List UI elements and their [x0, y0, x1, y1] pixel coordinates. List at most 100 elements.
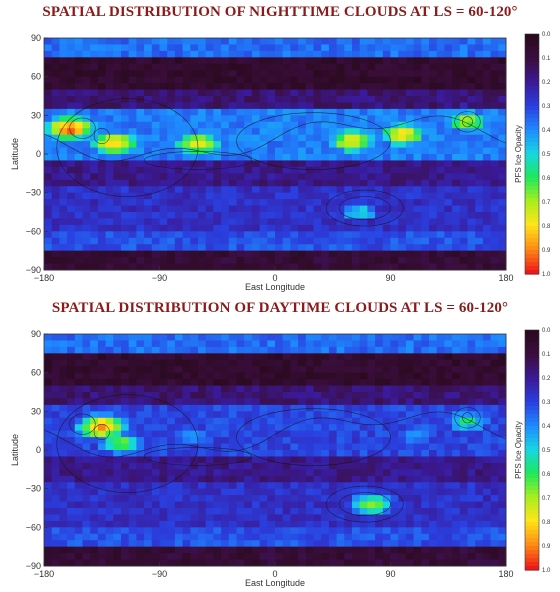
heatmap-cell: [251, 540, 261, 548]
heatmap-cell: [382, 482, 391, 490]
heatmap-cell: [205, 250, 214, 258]
heatmap-cell: [336, 424, 345, 432]
heatmap-cell: [305, 495, 314, 503]
colorbar-segment: [525, 90, 539, 95]
colorbar-segment: [525, 362, 539, 367]
heatmap-cell: [44, 424, 53, 432]
heatmap-cell: [313, 121, 322, 129]
heatmap-cell: [413, 83, 422, 91]
heatmap-cell: [90, 450, 99, 457]
heatmap-cell: [205, 488, 214, 496]
heatmap-cell: [305, 96, 314, 103]
colorbar-frame: [524, 33, 540, 275]
heatmap-cell: [59, 134, 68, 142]
heatmap-cell: [328, 546, 338, 554]
heatmap-cell: [113, 359, 122, 367]
heatmap-cell: [321, 192, 330, 200]
heatmap-cell: [275, 89, 284, 97]
heatmap-cell: [490, 192, 499, 200]
heatmap-cell: [97, 218, 107, 226]
heatmap-cell: [367, 199, 376, 207]
colorbar-tick-label: 0.5: [542, 152, 551, 158]
heatmap-cell: [475, 430, 484, 438]
heatmap-cell: [113, 398, 122, 406]
heatmap-cell: [459, 475, 468, 483]
heatmap-cell: [221, 121, 230, 129]
heatmap-cell: [344, 334, 353, 341]
heatmap-cell: [352, 141, 361, 149]
heatmap-cell: [82, 218, 91, 226]
heatmap-cell: [97, 63, 107, 71]
heatmap-cell: [251, 546, 261, 554]
heatmap-cell: [328, 495, 338, 503]
heatmap-cell: [436, 495, 445, 503]
heatmap-cell: [459, 199, 468, 207]
heatmap-cell: [367, 192, 376, 200]
heatmap-cell: [336, 559, 345, 567]
heatmap-cell: [359, 96, 368, 103]
heatmap-cell: [90, 70, 99, 78]
heatmap-cell: [290, 430, 299, 438]
colorbar-tick-label: 0.7: [542, 200, 551, 206]
heatmap-cell: [151, 340, 160, 348]
heatmap-cell: [490, 359, 499, 367]
heatmap-cell: [105, 553, 114, 561]
heatmap-cell: [144, 392, 153, 399]
heatmap-cell: [498, 199, 507, 207]
heatmap-cell: [421, 546, 430, 554]
colorbar-segment: [525, 270, 539, 275]
heatmap-cell: [498, 83, 507, 91]
heatmap-cell: [151, 89, 160, 97]
heatmap-cell: [167, 76, 176, 84]
heatmap-cell: [421, 392, 430, 399]
heatmap-cell: [413, 385, 422, 393]
heatmap-cell: [413, 154, 422, 161]
heatmap-cell: [159, 89, 168, 97]
heatmap-cell: [151, 154, 160, 161]
heatmap-cell: [398, 559, 407, 567]
heatmap-cell: [174, 57, 184, 65]
heatmap-cell: [259, 346, 268, 354]
heatmap-cell: [429, 482, 438, 490]
heatmap-cell: [151, 115, 160, 123]
heatmap-cell: [321, 508, 330, 515]
heatmap-cell: [436, 520, 445, 528]
heatmap-cell: [105, 102, 114, 110]
heatmap-cell: [282, 134, 291, 142]
heatmap-cell: [136, 443, 145, 451]
heatmap-cell: [459, 50, 468, 58]
heatmap-cell: [44, 257, 53, 265]
heatmap-cell: [221, 179, 230, 187]
heatmap-cell: [236, 495, 245, 503]
heatmap-cell: [482, 437, 492, 445]
heatmap-cell: [144, 115, 153, 123]
heatmap-cell: [359, 527, 368, 535]
heatmap-cell: [429, 385, 438, 393]
heatmap-cell: [159, 527, 168, 535]
heatmap-cell: [236, 179, 245, 187]
heatmap-cell: [259, 96, 268, 103]
heatmap-cell: [352, 50, 361, 58]
heatmap-cell: [298, 482, 307, 490]
heatmap-cell: [51, 102, 60, 110]
heatmap-cell: [367, 379, 376, 387]
heatmap-cell: [367, 205, 376, 213]
heatmap-cell: [182, 411, 191, 419]
heatmap-cell: [198, 385, 207, 393]
heatmap-cell: [328, 488, 338, 496]
heatmap-cell: [359, 482, 368, 490]
heatmap-cell: [236, 121, 245, 129]
heatmap-cell: [305, 89, 314, 97]
heatmap-cell: [475, 392, 484, 399]
heatmap-cell: [97, 212, 107, 219]
heatmap-cell: [398, 141, 407, 149]
heatmap-cell: [352, 424, 361, 432]
colorbar-segment: [525, 62, 539, 67]
heatmap-cell: [498, 340, 507, 348]
heatmap-cell: [275, 553, 284, 561]
heatmap-cell: [305, 456, 314, 464]
heatmap-cell: [221, 244, 230, 252]
heatmap-cell: [336, 553, 345, 561]
heatmap-cell: [359, 250, 368, 258]
heatmap-cell: [74, 166, 83, 174]
